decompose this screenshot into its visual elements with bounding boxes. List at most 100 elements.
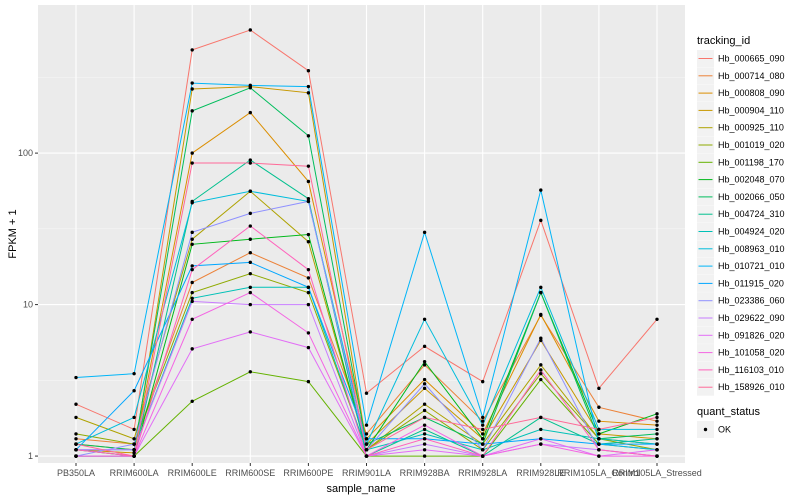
- data-point: [422, 402, 427, 406]
- y-axis-title: FPKM + 1: [7, 209, 19, 258]
- data-point: [306, 199, 311, 204]
- legend-label: Hb_002048_070: [718, 175, 785, 185]
- data-point: [481, 437, 485, 441]
- data-point: [539, 442, 543, 446]
- data-point: [132, 451, 136, 455]
- data-point: [481, 448, 485, 452]
- data-point: [481, 415, 485, 420]
- data-point: [248, 285, 252, 290]
- data-point: [422, 382, 427, 386]
- data-point: [74, 432, 78, 436]
- data-point: [655, 419, 659, 423]
- data-point: [306, 91, 311, 95]
- data-point: [248, 330, 252, 334]
- data-point: [248, 370, 252, 374]
- data-point: [190, 230, 194, 235]
- data-point: [481, 427, 485, 432]
- data-point: [422, 377, 427, 382]
- data-point: [190, 267, 194, 272]
- data-point: [248, 290, 252, 295]
- data-point: [539, 368, 543, 372]
- legend-label: Hb_011915_020: [718, 278, 784, 288]
- data-point: [539, 363, 543, 367]
- data-point: [597, 427, 601, 432]
- data-point: [422, 432, 427, 436]
- data-point: [364, 437, 369, 441]
- data-point: [481, 379, 485, 384]
- data-point: [422, 427, 427, 432]
- y-tick-label: 1: [28, 451, 33, 461]
- data-point: [248, 224, 252, 228]
- data-point: [306, 232, 311, 237]
- data-point: [539, 415, 543, 420]
- data-point: [422, 423, 427, 427]
- legend2-point-icon: [703, 427, 708, 432]
- data-point: [190, 161, 194, 165]
- data-point: [539, 427, 543, 432]
- x-tick-label: PB350LA: [57, 468, 95, 478]
- legend-label: Hb_010721_010: [718, 261, 785, 271]
- legend-label: Hb_001198_170: [718, 157, 784, 167]
- data-point: [132, 442, 136, 446]
- x-tick-label: RRIM928BA: [400, 468, 450, 478]
- data-point: [248, 83, 252, 88]
- data-point: [190, 109, 194, 113]
- data-point: [597, 437, 601, 441]
- data-points: [74, 28, 659, 458]
- data-point: [539, 371, 543, 376]
- data-point: [422, 415, 427, 420]
- data-point: [655, 454, 659, 458]
- data-point: [306, 240, 311, 244]
- legend-label: Hb_158926_010: [718, 382, 785, 392]
- data-point: [306, 331, 311, 335]
- data-point: [597, 442, 601, 446]
- data-point: [364, 442, 369, 446]
- data-point: [306, 267, 311, 272]
- legend-label: Hb_029622_090: [718, 313, 785, 323]
- data-point: [539, 377, 543, 382]
- data-point: [364, 423, 369, 427]
- data-point: [190, 151, 194, 155]
- data-point: [539, 437, 543, 441]
- data-point: [248, 271, 252, 276]
- data-point: [597, 448, 601, 452]
- data-point: [306, 302, 311, 307]
- data-point: [74, 402, 78, 406]
- x-tick-label: RRIM105LA_Control: [557, 468, 640, 478]
- data-point: [539, 336, 543, 340]
- data-point: [422, 408, 427, 413]
- data-point: [597, 432, 601, 436]
- data-point: [74, 454, 78, 458]
- x-axis-title: sample_name: [326, 483, 395, 495]
- data-point: [422, 359, 427, 364]
- data-point: [74, 448, 78, 452]
- legend2-title: quant_status: [697, 406, 760, 418]
- legend-tracking-id: tracking_id Hb_000665_090 Hb_000714_080 Hb…: [697, 35, 785, 396]
- panel-background: [38, 5, 685, 463]
- x-tick-label: RRIM600LA: [110, 468, 159, 478]
- data-point: [190, 399, 194, 403]
- data-point: [248, 86, 252, 90]
- data-point: [539, 218, 543, 223]
- data-point: [248, 237, 252, 241]
- data-point: [190, 81, 194, 85]
- data-point: [422, 454, 427, 458]
- legend-label: Hb_004724_310: [718, 209, 785, 219]
- data-point: [190, 264, 194, 268]
- data-point: [306, 164, 311, 168]
- data-point: [306, 345, 311, 350]
- legend-label: Hb_116103_010: [718, 365, 784, 375]
- legend-label: Hb_004924_020: [718, 227, 785, 237]
- data-point: [190, 280, 194, 285]
- data-point: [248, 302, 252, 307]
- data-point: [364, 454, 369, 458]
- data-point: [306, 68, 311, 73]
- y-tick-label: 10: [23, 300, 33, 310]
- legend2-label: OK: [718, 425, 731, 435]
- legend-label: Hb_000925_110: [718, 123, 784, 133]
- data-point: [190, 48, 194, 52]
- x-tick-label: RRIM600PE: [283, 468, 333, 478]
- data-point: [481, 442, 485, 446]
- x-tick-label: RRIM600LE: [168, 468, 217, 478]
- data-point: [655, 427, 659, 432]
